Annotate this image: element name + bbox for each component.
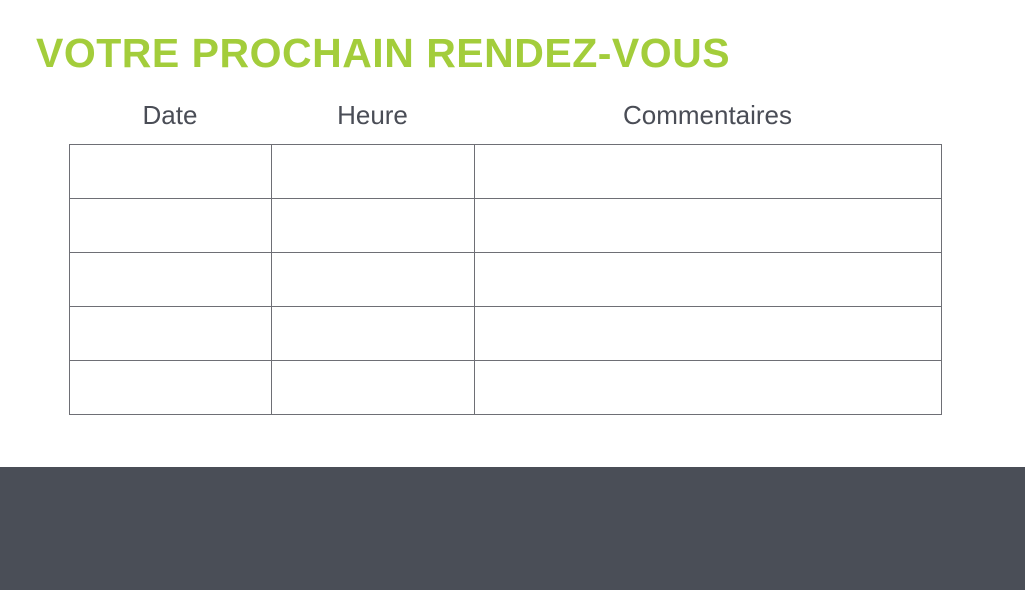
cell-date[interactable] [69,306,272,361]
cell-commentaires[interactable] [474,198,942,253]
cell-heure[interactable] [271,198,475,253]
column-header-heure: Heure [337,100,408,130]
appointment-table [69,144,942,415]
page-title: VOTRE PROCHAIN RENDEZ-VOUS [36,30,731,76]
cell-heure[interactable] [271,144,475,199]
table-row [69,144,942,199]
cell-date[interactable] [69,198,272,253]
cell-heure[interactable] [271,306,475,361]
footer-band [0,467,1025,590]
table-row [69,252,942,307]
column-header-date: Date [142,100,198,130]
cell-date[interactable] [69,252,272,307]
cell-heure[interactable] [271,360,475,415]
cell-date[interactable] [69,144,272,199]
cell-date[interactable] [69,360,272,415]
cell-commentaires[interactable] [474,252,942,307]
table-row [69,360,942,415]
table-row [69,198,942,253]
cell-commentaires[interactable] [474,360,942,415]
column-header-commentaires: Commentaires [622,100,793,130]
cell-heure[interactable] [271,252,475,307]
cell-commentaires[interactable] [474,144,942,199]
cell-commentaires[interactable] [474,306,942,361]
table-row [69,306,942,361]
